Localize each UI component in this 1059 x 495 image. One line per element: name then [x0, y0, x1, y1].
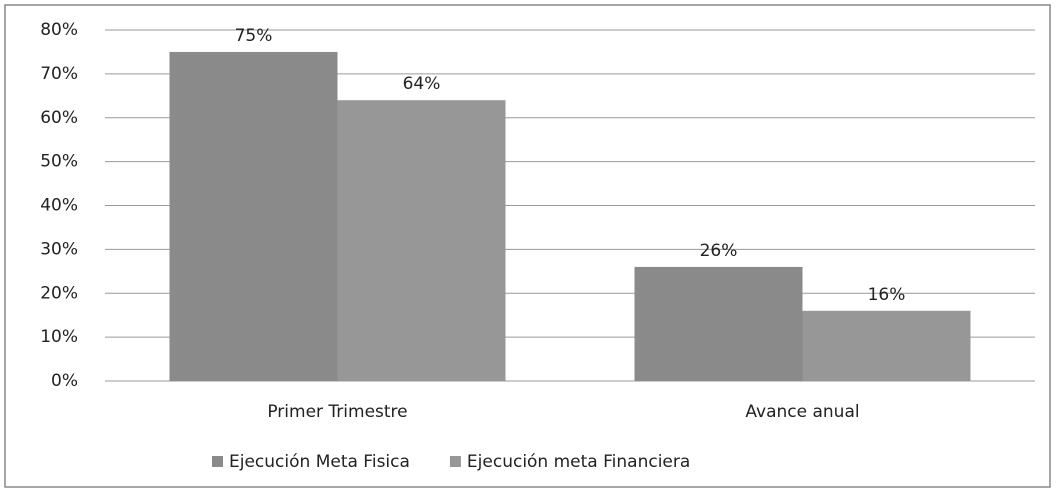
y-tick-label: 60%: [40, 108, 78, 128]
y-tick-label: 10%: [40, 327, 78, 347]
data-label: 26%: [700, 241, 738, 261]
y-tick-label: 40%: [40, 196, 78, 216]
bar: [169, 51, 338, 381]
bar: [634, 266, 803, 381]
y-tick-label: 30%: [40, 239, 78, 259]
y-tick-label: 80%: [40, 20, 78, 40]
y-tick-label: 0%: [51, 371, 78, 391]
legend-label: Ejecución meta Financiera: [467, 452, 690, 472]
bar: [337, 100, 506, 381]
legend-label: Ejecución Meta Fisica: [229, 452, 410, 472]
data-label: 16%: [868, 285, 906, 305]
y-tick-label: 20%: [40, 283, 78, 303]
x-tick-label: Primer Trimestre: [267, 402, 407, 422]
y-tick-label: 70%: [40, 64, 78, 84]
chart-frame: [4, 4, 1051, 488]
legend-swatch: [212, 456, 223, 467]
x-tick-label: Avance anual: [745, 402, 859, 422]
data-label: 64%: [403, 74, 441, 94]
data-label: 75%: [235, 26, 273, 46]
y-tick-label: 50%: [40, 152, 78, 172]
legend-swatch: [449, 456, 461, 467]
bar: [802, 310, 971, 381]
